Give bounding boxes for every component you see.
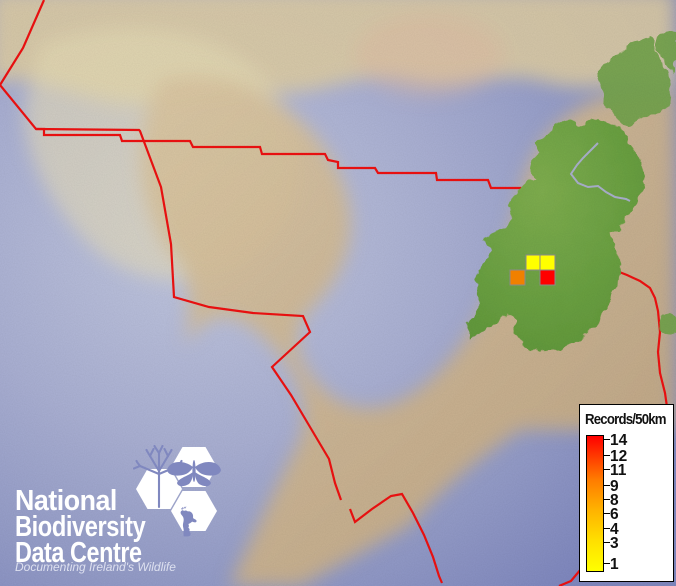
svg-text:Documenting Ireland's Wildlife: Documenting Ireland's Wildlife <box>15 560 176 574</box>
